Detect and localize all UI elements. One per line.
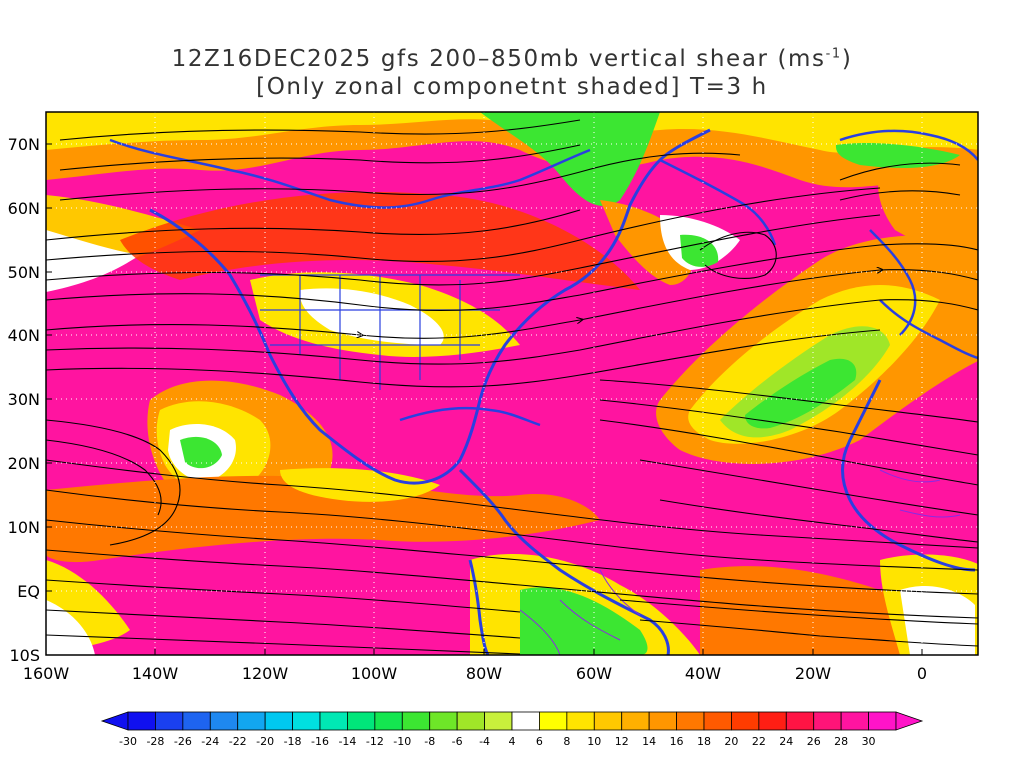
lat-label: EQ [17,582,40,601]
map-title-line2: [Only zonal componetnt shaded] T=3 h [256,74,768,100]
lat-label: 10S [9,646,40,665]
map-title-line1: 12Z16DEC2025 gfs 200–850mb vertical shea… [171,46,853,72]
colorbar-label: 16 [670,735,684,748]
lat-label: 30N [8,390,40,409]
colorbar-swatch [621,711,650,731]
colorbar-swatch [155,711,184,731]
colorbar-labels: -30 -28 -26 -24 -22 -20 -18 -16 -14 -12 -10 -8 -6 -4 4… [119,735,876,748]
lon-label: 120W [242,664,289,683]
colorbar-label: -18 [284,735,302,748]
colorbar-label: 24 [779,735,793,748]
colorbar-swatch [785,711,815,731]
colorbar-label: -24 [201,735,219,748]
colorbar-swatch [484,711,513,731]
colorbar-swatch [813,711,842,731]
colorbar-swatch [292,711,321,731]
colorbar-swatch [182,711,211,731]
lat-ticks [46,143,52,592]
colorbar-swatch [648,711,677,731]
colorbar-label: 10 [587,735,601,748]
colorbar-swatch [456,711,485,731]
colorbar-label: -28 [146,735,164,748]
latitude-labels: 70N 60N 50N 40N 30N 20N 10N EQ 10S [8,135,40,665]
lat-label: 20N [8,454,40,473]
lon-label: 100W [351,664,398,683]
lon-label: 20W [795,664,831,683]
colorbar-label: 18 [697,735,711,748]
colorbar-label: -22 [229,735,247,748]
colorbar-swatch [374,711,403,731]
colorbar-swatch [319,711,348,731]
colorbar-label: 20 [724,735,738,748]
colorbar-swatch [127,711,156,731]
colorbar-label: 6 [536,735,543,748]
colorbar-swatch [264,711,293,731]
lat-label: 60N [8,199,40,218]
colorbar-label: -4 [479,735,490,748]
colorbar-swatch [539,711,568,731]
colorbar-label: 30 [862,735,876,748]
lon-ticks [154,649,923,655]
colorbar-swatch [429,711,458,731]
colorbar-swatch [593,711,623,731]
lat-label: 70N [8,135,40,154]
lat-label: 40N [8,326,40,345]
colorbar-label: 8 [563,735,570,748]
colorbar-swatch [566,711,595,731]
colorbar-label: -16 [311,735,329,748]
colorbar-swatch [758,711,787,731]
colorbar-label: 14 [642,735,656,748]
lon-label: 0 [917,664,927,683]
lon-label: 80W [466,664,502,683]
colorbar-swatch [401,711,431,731]
colorbar-label: -12 [366,735,384,748]
colorbar-label: -20 [256,735,274,748]
colorbar-label: -8 [424,735,435,748]
longitude-labels: 160W 140W 120W 100W 80W 60W 40W 20W 0 [23,664,927,683]
colorbar-label: -30 [119,735,137,748]
colorbar-swatch [676,711,705,731]
lat-label: 10N [8,518,40,537]
streamlines [46,119,978,655]
colorbar-max-arrow [895,711,924,731]
colorbar-swatch [703,711,732,731]
lon-label: 160W [23,664,70,683]
colorbar-label: 22 [752,735,766,748]
colorbar-label: -6 [452,735,463,748]
colorbar-swatch [347,711,376,731]
colorbar [100,711,924,731]
colorbar-swatch [731,711,760,731]
map-border [45,111,979,656]
colorbar-swatch [511,711,540,731]
graticule [46,112,978,655]
lon-label: 140W [132,664,179,683]
colorbar-swatch [209,711,239,731]
colorbar-swatch [840,711,869,731]
colorbar-label: -26 [174,735,192,748]
colorbar-label: 4 [509,735,516,748]
colorbar-label: 28 [834,735,848,748]
lon-label: 60W [576,664,612,683]
lon-label: 40W [685,664,721,683]
colorbar-label: -14 [338,735,356,748]
colorbar-label: -10 [393,735,411,748]
colorbar-swatch [237,711,266,731]
colorbar-label: 12 [615,735,629,748]
lat-label: 50N [8,263,40,282]
colorbar-label: 26 [807,735,821,748]
colorbar-swatch [868,711,897,731]
colorbar-min-arrow [100,711,129,731]
